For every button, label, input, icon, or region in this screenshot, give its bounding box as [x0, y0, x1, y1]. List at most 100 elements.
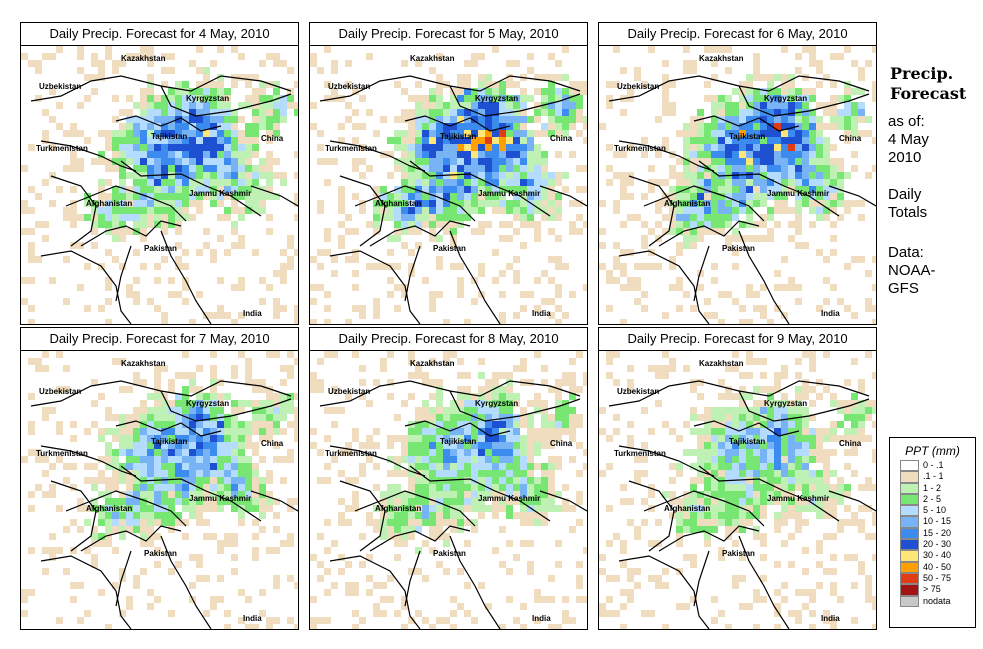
precip-cell — [809, 95, 816, 102]
map-label-turkmenistan: Turkmenistan — [36, 144, 88, 153]
precip-cell — [732, 151, 739, 158]
precip-cell — [464, 414, 471, 421]
precip-cell — [457, 74, 464, 81]
precip-cell — [725, 130, 732, 137]
precip-cell — [196, 421, 203, 428]
panel-title: Daily Precip. Forecast for 6 May, 2010 — [599, 23, 876, 46]
precip-cell — [266, 414, 273, 421]
precip-cell — [310, 596, 317, 603]
precip-cell — [520, 505, 527, 512]
precip-cell — [224, 193, 231, 200]
map-label-uzbekistan: Uzbekistan — [328, 82, 370, 91]
precip-cell — [471, 435, 478, 442]
precip-cell — [443, 144, 450, 151]
precip-cell — [478, 193, 485, 200]
precip-cell — [56, 386, 63, 393]
precip-cell — [823, 186, 830, 193]
precip-cell — [408, 533, 415, 540]
precip-cell — [795, 228, 802, 235]
precip-cell — [520, 158, 527, 165]
precip-cell — [161, 519, 168, 526]
precip-cell — [105, 533, 112, 540]
precip-cell — [422, 144, 429, 151]
precip-cell — [161, 442, 168, 449]
precip-cell — [613, 414, 620, 421]
precip-cell — [809, 484, 816, 491]
precip-cell — [231, 554, 238, 561]
precip-cell — [725, 235, 732, 242]
precip-cell — [823, 456, 830, 463]
precip-cell — [98, 512, 105, 519]
precip-cell — [408, 172, 415, 179]
precip-cell — [513, 477, 520, 484]
precip-cell — [555, 235, 562, 242]
precip-cell — [168, 130, 175, 137]
precip-cell — [252, 172, 259, 179]
precip-cell — [781, 498, 788, 505]
precip-cell — [147, 603, 154, 610]
precip-cell — [310, 102, 317, 109]
precip-cell — [620, 561, 627, 568]
precip-cell — [182, 519, 189, 526]
precip-cell — [697, 235, 704, 242]
precip-cell — [809, 109, 816, 116]
precip-cell — [373, 200, 380, 207]
precip-cell — [450, 137, 457, 144]
precip-cell — [492, 81, 499, 88]
precip-cell — [718, 491, 725, 498]
precip-cell — [739, 305, 746, 312]
precip-cell — [520, 470, 527, 477]
precip-cell — [294, 358, 298, 365]
precip-cell — [844, 449, 851, 456]
precip-cell — [210, 435, 217, 442]
data-line2: NOAA- — [888, 262, 936, 279]
country-border — [738, 85, 870, 117]
precip-cell — [196, 505, 203, 512]
map-label-pakistan: Pakistan — [144, 549, 177, 558]
precip-cell — [648, 46, 655, 53]
precip-cell — [112, 582, 119, 589]
precip-cell — [718, 456, 725, 463]
precip-cell — [415, 172, 422, 179]
precip-cell — [245, 484, 252, 491]
precip-cell — [217, 463, 224, 470]
precip-cell — [259, 102, 266, 109]
precip-cell — [168, 610, 175, 617]
precip-cell — [739, 400, 746, 407]
precip-cell — [485, 463, 492, 470]
precip-cell — [774, 491, 781, 498]
precip-cell — [781, 505, 788, 512]
precip-cell — [858, 435, 865, 442]
precip-cell — [210, 123, 217, 130]
precip-cell — [217, 46, 224, 53]
map-label-kyrgyzstan: Kyrgyzstan — [764, 94, 807, 103]
precip-cell — [620, 67, 627, 74]
precip-cell — [98, 470, 105, 477]
precip-cell — [436, 456, 443, 463]
precip-cell — [373, 228, 380, 235]
precip-cell — [147, 46, 154, 53]
precip-cell — [492, 137, 499, 144]
precip-cell — [767, 102, 774, 109]
precip-cell — [56, 547, 63, 554]
precip-cell — [492, 414, 499, 421]
precip-cell — [830, 116, 837, 123]
precip-cell — [429, 526, 436, 533]
precip-cell — [513, 277, 520, 284]
precip-cell — [175, 221, 182, 228]
precip-cell — [443, 428, 450, 435]
precip-cell — [569, 386, 576, 393]
precip-cell — [485, 158, 492, 165]
precip-cell — [669, 81, 676, 88]
precip-cell — [105, 456, 112, 463]
precip-cell — [823, 151, 830, 158]
precip-cell — [238, 617, 245, 624]
precip-cell — [259, 95, 266, 102]
precip-cell — [520, 512, 527, 519]
precip-cell — [851, 102, 858, 109]
precip-cell — [196, 249, 203, 256]
precip-cell — [238, 151, 245, 158]
precip-cell — [844, 88, 851, 95]
map-label-china: China — [550, 439, 573, 448]
precip-cell — [133, 498, 140, 505]
